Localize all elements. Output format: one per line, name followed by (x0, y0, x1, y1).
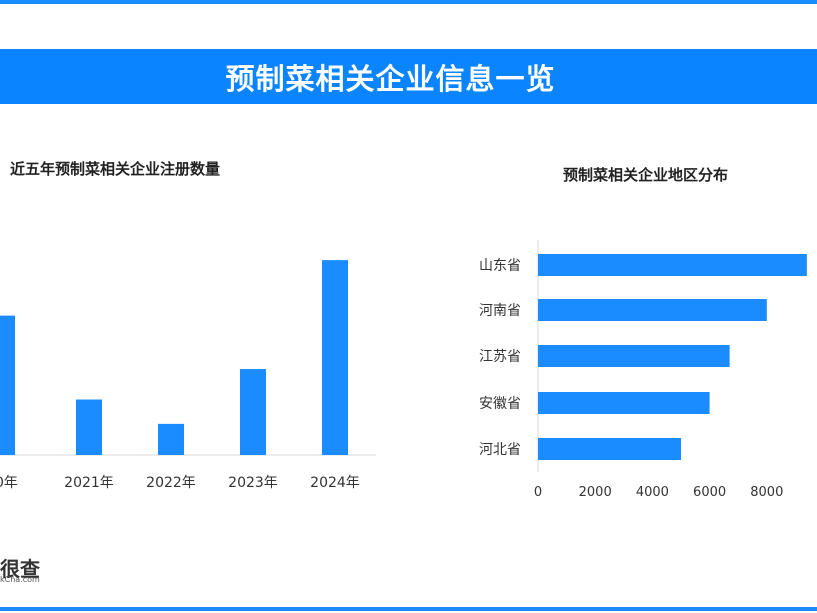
right-bar (538, 392, 710, 414)
left-x-tick-label: 2022年 (146, 475, 196, 491)
left-x-tick-label: 2021年 (64, 475, 114, 491)
right-x-tick-label: 8000 (750, 485, 783, 500)
right-x-tick-label: 6000 (693, 485, 726, 500)
right-bar (538, 254, 807, 276)
right-x-tick-label: 10 (816, 485, 817, 500)
left-bar (0, 315, 15, 455)
top-accent-line (0, 0, 817, 4)
right-bar (538, 438, 681, 460)
title-banner: 预制菜相关企业信息一览 (0, 49, 817, 104)
left-bar (240, 369, 266, 455)
left-bar (322, 260, 348, 455)
right-bar (538, 345, 730, 367)
right-x-tick-label: 0 (534, 485, 542, 500)
brand-logo-sub: kCha.com (0, 575, 40, 584)
right-y-tick-label: 江苏省 (479, 349, 521, 365)
left-x-tick-label: 2024年 (310, 475, 360, 491)
right-chart-title: 预制菜相关企业地区分布 (563, 166, 729, 184)
left-x-tick-label: 2023年 (228, 475, 278, 491)
right-x-tick-label: 2000 (579, 485, 612, 500)
right-x-tick-label: 4000 (636, 485, 669, 500)
right-y-tick-label: 山东省 (479, 258, 521, 274)
right-bar (538, 299, 767, 321)
right-y-tick-label: 河南省 (479, 303, 521, 319)
left-bar (158, 423, 184, 455)
brand-logo: 很查 (0, 557, 40, 581)
right-y-tick-label: 河北省 (479, 442, 521, 458)
page-title: 预制菜相关企业信息一览 (225, 61, 556, 96)
bottom-accent-line (0, 607, 817, 611)
right-y-tick-label: 安徽省 (479, 396, 521, 412)
left-bar (76, 399, 102, 455)
left-x-tick-label: 20年 (0, 475, 18, 491)
left-chart-title: 近五年预制菜相关企业注册数量 (10, 160, 221, 178)
